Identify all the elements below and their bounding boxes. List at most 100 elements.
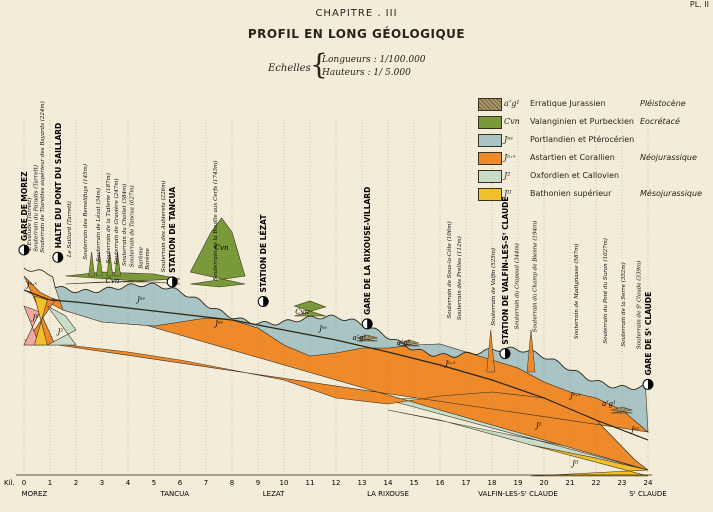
legend-stage: Pléistocène: [640, 99, 686, 108]
railway-line: [23, 289, 649, 441]
km-tick-label: 18: [488, 479, 497, 487]
legend-stage: Mésojurassique: [640, 189, 702, 198]
station-marker-half: [172, 276, 178, 287]
km-tick-label: 5: [152, 479, 156, 487]
ridge-peak-0: [88, 251, 95, 277]
station-name: HALTE DU PONT DU SAILLARD: [54, 123, 63, 249]
layer-morez-bathonien: [33, 295, 48, 346]
scales-label: Echelles: [268, 63, 311, 74]
km-tick-label: 7: [204, 479, 208, 487]
km-tick-label: 22: [592, 479, 601, 487]
legend-swatch: [478, 98, 502, 111]
section-symbol: Jᵃ·ˣ: [568, 392, 581, 400]
ridge-peak-1: [96, 251, 103, 277]
km-tick-label: 13: [358, 479, 367, 487]
legend-label: Bathonien supérieur: [530, 189, 612, 198]
station-marker-half: [648, 379, 653, 390]
legend-symbol: Jᵃ·ˣ: [504, 153, 516, 162]
layer-valanginien-peak: [189, 217, 246, 288]
km-tick-label: 11: [306, 479, 315, 487]
station-marker-half: [24, 245, 29, 255]
chapter-heading: CHAPITRE . III: [315, 8, 398, 19]
tunnel-label: Barème: [144, 247, 151, 270]
place-label: MOREZ: [22, 490, 48, 498]
ground-surface: [23, 267, 651, 390]
legend-swatch: [478, 188, 502, 201]
figure-title: PROFIL EN LONG GÉOLOGIQUE: [247, 27, 466, 41]
tunnel-label: L'Evalude (Tarrett): [26, 197, 33, 251]
place-label: TANCUA: [160, 490, 190, 498]
km-tick-label: 21: [566, 479, 575, 487]
legend-swatch: [478, 134, 502, 147]
place-label: LEZAT: [263, 490, 285, 498]
station-name: STATION DE LÉZAT: [259, 214, 268, 293]
km-tick-label: 0: [22, 479, 26, 487]
section-symbol: Jᴵᴵ: [570, 460, 579, 468]
km-tick-label: 19: [514, 479, 523, 487]
legend-swatch: [478, 170, 502, 183]
legend-symbol: Jᴵᴵ: [504, 189, 512, 198]
tunnel-label: Souterrain du Paradis (Tarrett): [32, 165, 39, 252]
tunnel-label: Souterrain de la Serre (352m): [620, 262, 627, 346]
valfin-peak-1: [526, 329, 536, 373]
legend-label: Astartien et Corallien: [530, 153, 615, 162]
station-name: STATION DE VALFIN-LES-Sᵗ CLAUDE: [501, 196, 510, 344]
station-name: GARE DE MOREZ: [20, 171, 29, 241]
section-symbol: Jᵉˢ: [213, 320, 224, 328]
length-scale: Longueurs : 1/100.000: [322, 55, 426, 65]
km-tick-label: 1: [48, 479, 52, 487]
section-symbol: J²: [534, 422, 542, 430]
tunnel-label: Souterrain du Pont du Suran (1027m): [602, 238, 609, 344]
tunnel-label: Souterrain de Sᵗ Claude (339m): [636, 261, 643, 349]
km-tick-label: 14: [384, 479, 393, 487]
tunnel-label: Souterrain des Aubierets (226m): [160, 181, 167, 273]
legend-label: Portlandien et Ptérocérien: [530, 135, 635, 144]
layer-erratique-1: [398, 339, 420, 347]
section-symbol: Jᵃ·ˣ: [25, 281, 38, 289]
tunnel-label: Souterrain de la Bouille aux Cerfs (1743…: [212, 161, 219, 281]
tunnel-label: Le Saillard (Tarrett): [66, 201, 73, 258]
tunnel-label: Souterrain du Chollet (384m): [121, 184, 128, 266]
km-tick-label: 20: [540, 479, 549, 487]
station-name: STATION DE TANCUA: [168, 187, 177, 273]
km-tick-label: 17: [462, 479, 471, 487]
km-tick-label: 23: [618, 479, 627, 487]
station-marker-half: [367, 318, 373, 329]
section-symbol: a’g¹: [602, 400, 616, 408]
legend-stage: Néojurassique: [640, 153, 697, 162]
km-tick-label: 16: [436, 479, 445, 487]
section-symbol: Jᵉˢ: [629, 426, 640, 434]
legend-label: Valanginien et Purbeckien: [530, 117, 634, 126]
station-name: GARE DE Sᵗ CLAUDE: [644, 292, 653, 376]
km-tick-label: 12: [332, 479, 341, 487]
km-tick-label: 6: [178, 479, 183, 487]
station-name: GARE DE LA RIXOUSE-VILLARD: [363, 187, 372, 315]
place-label: LA RIXOUSE: [367, 490, 409, 498]
tunnel-label: Souterrain de Madignasse (587m): [573, 244, 580, 339]
section-symbol: a’g¹: [353, 334, 367, 342]
legend-symbol: J²: [504, 171, 511, 180]
tunnel-label: Souterrain de Valfin (525m): [490, 248, 497, 326]
legend-swatch: [478, 116, 502, 129]
legend-symbol: a’g¹: [504, 99, 520, 108]
valfin-peak-0: [486, 329, 495, 373]
tunnel-label: Souterrain du Champ de Bienne (194m): [532, 221, 539, 333]
section-symbol: Jᵃ·ˣ: [443, 360, 456, 368]
legend-stage: Eocrétacé: [640, 117, 680, 126]
legend-label: Oxfordien et Callovien: [530, 171, 620, 180]
place-label: Sᵗ CLAUDE: [629, 490, 666, 498]
tunnel-label: Barème: [138, 246, 145, 269]
place-label: VALFIN-LES-Sᵗ CLAUDE: [478, 490, 558, 498]
legend-symbol: Cvn: [504, 117, 520, 126]
legend-symbol: Jᵉˢ: [504, 135, 513, 144]
height-scale: Hauteurs : 1/ 5.000: [322, 68, 411, 78]
tunnel-label: Souterrain de Gravière (247m): [113, 178, 120, 264]
section-symbol: Cvn: [105, 277, 119, 285]
section-symbol: Jᴵᴵ: [31, 314, 40, 322]
scales-brace: {: [310, 48, 328, 81]
layer-morez-oxfordien: [47, 305, 77, 346]
station-marker-half: [263, 296, 269, 307]
ridge-peak-3: [114, 251, 121, 277]
tunnel-label: Souterrain du Crapaud (344m): [513, 243, 520, 329]
